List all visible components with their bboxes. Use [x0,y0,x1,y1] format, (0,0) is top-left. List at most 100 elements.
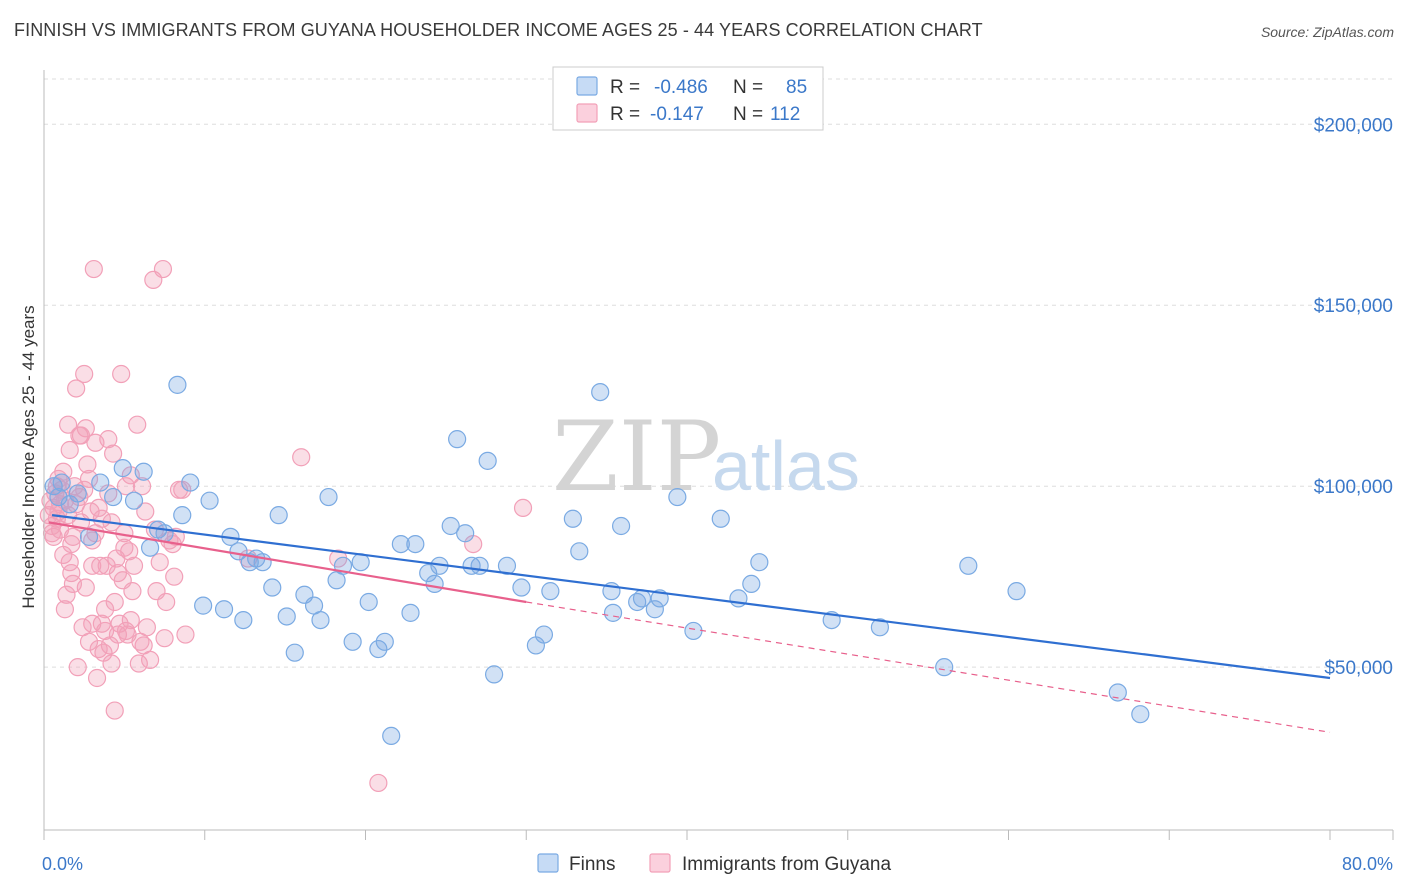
finns-point [485,665,504,684]
finns-point [369,639,388,659]
chart-source: Source: ZipAtlas.com [1260,24,1394,40]
finns-point [52,473,71,492]
guyana-point [68,658,87,677]
finns-point [570,542,589,561]
guyana-point [87,668,107,688]
finns-point [611,516,631,536]
trend-lines [48,514,1331,733]
finns-point [470,556,489,575]
finns-point [534,625,554,644]
guyana-point [105,592,124,612]
legend-frame [552,66,824,131]
guyana-point [67,379,86,398]
guyana-point [78,455,97,474]
legend-guyana-r-value: -0.147 [650,104,704,125]
guyana-point [124,556,144,575]
bottom-legend-guyana-label: Immigrants from Guyana [682,854,891,875]
guyana-point [76,578,95,597]
finns-point [134,462,153,481]
finns-point [234,610,253,630]
guyana-point [513,498,533,518]
finns-point [1007,582,1026,601]
guyana-point [134,636,153,655]
finns-point [742,574,761,594]
guyana-point [121,610,140,630]
x-axis-ticks [43,830,1394,840]
watermark-atlas: atlas [712,427,860,505]
guyana-point [165,567,184,586]
finns-point [194,596,213,615]
finns-point [512,578,531,597]
finns-point [870,618,890,637]
finns-point [419,563,438,583]
y-axis-tick-labels: $50,000 $100,000 $150,000 $200,000 [1314,115,1393,679]
guyana-point [166,527,185,546]
guyana-point [123,582,142,601]
guyana-point [150,553,169,572]
guyana-point [75,364,94,384]
finns-point [668,487,687,507]
y-axis-label: Householder Income Ages 25 - 44 years [19,305,38,608]
finns-point [263,578,282,597]
finns-point [104,487,123,507]
finns-point [269,506,288,525]
guyana-point [128,415,147,434]
guyana-point [157,592,176,612]
chart-title: FINNISH VS IMMIGRANTS FROM GUYANA HOUSEH… [14,20,983,40]
finns-point [311,610,330,630]
guyana-point [97,556,116,575]
finns-point [200,491,219,510]
finns-point [173,506,192,525]
guyana-point [83,556,102,575]
guyana-point [369,773,388,793]
bottom-legend-guyana-swatch [649,853,671,873]
guyana-point [62,534,81,554]
finns-point [603,603,623,622]
legend-guyana-swatch [576,103,598,123]
finns-point [140,538,160,557]
guyana-point [136,502,155,521]
finns-point [456,524,475,543]
guyana-point [89,639,108,659]
guyana-point [84,259,103,279]
finns-point [1131,705,1150,724]
finns-point [124,491,144,510]
y-tick-label: $50,000 [1324,658,1393,679]
grid-layer [44,78,1393,668]
finns-point [448,430,467,449]
legend-finns-r-value: -0.486 [654,77,708,98]
finns-point [68,484,87,503]
finns-point [382,726,401,746]
legend-finns-swatch [576,76,598,96]
guyana-point [104,444,123,463]
finns-point [391,534,410,554]
legend-box: R = -0.486 N = 85 R = -0.147 N = 112 [552,66,824,131]
guyana-point [89,498,108,518]
finns-point [91,473,110,492]
finns-trend-line [51,514,1331,680]
finns-point [563,509,582,528]
guyana-point [108,563,128,583]
finns-point [750,553,769,572]
guyana-point [292,448,311,467]
guyana-point [115,538,134,557]
bottom-legend: Finns Immigrants from Guyana [537,853,891,875]
finns-point [285,643,304,662]
bottom-legend-finns-label: Finns [569,854,615,875]
guyana-trend-line [48,521,527,604]
guyana-point [129,654,148,673]
finns-point [935,658,954,677]
guyana-point [59,415,78,434]
finns-point [401,603,420,622]
finns-point [277,607,296,626]
finns-point [497,556,517,575]
y-tick-label: $200,000 [1314,115,1393,136]
legend-finns-n-label: N = [733,77,763,98]
guyana-point [155,629,174,648]
bottom-legend-finns-swatch [537,853,559,873]
x-tick-min-label: 0.0% [42,854,83,874]
finns-point [375,632,394,651]
guyana-point [132,477,152,496]
guyana-point [55,600,74,619]
